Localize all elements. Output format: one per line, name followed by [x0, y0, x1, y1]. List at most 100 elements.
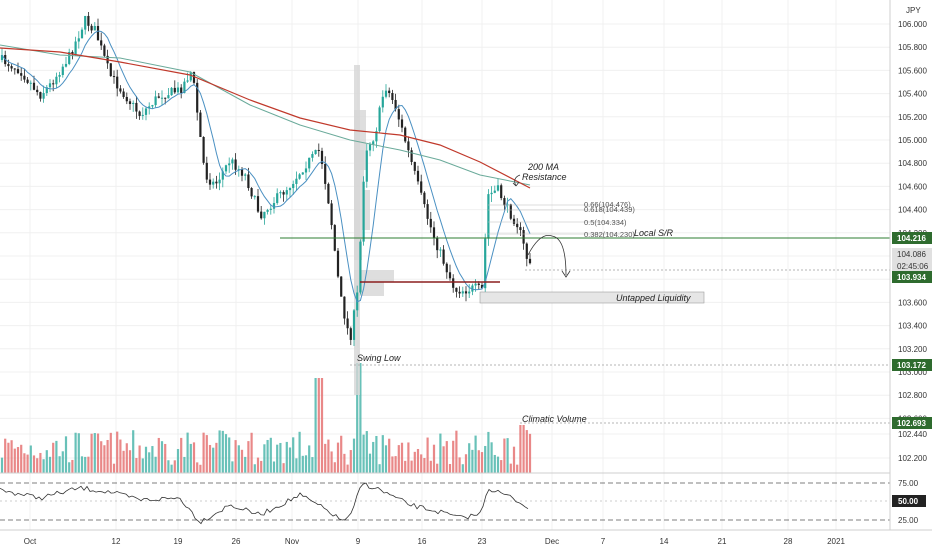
candle-body [282, 192, 285, 195]
x-tick-label: 26 [232, 537, 241, 546]
candle-body [87, 15, 90, 26]
untapped-liquidity-box [479, 291, 705, 304]
volume-bar [298, 431, 301, 473]
candle-body [375, 131, 378, 142]
x-tick-label: Oct [24, 537, 37, 546]
volume-bar [391, 456, 394, 473]
volume-bar [394, 456, 397, 473]
candle-body [55, 76, 58, 85]
candle-body [80, 29, 84, 39]
volume-profile-block [354, 270, 394, 282]
volume-bar [333, 462, 336, 473]
volume-bar [445, 441, 448, 473]
candle-body [458, 291, 461, 294]
volume-bar [372, 441, 375, 473]
candle-body [362, 181, 365, 242]
candle-body [429, 218, 432, 228]
volume-bar [228, 437, 231, 473]
volume-bar [317, 378, 320, 473]
y-tick-label: 105.200 [898, 113, 927, 122]
price-label-bg [892, 260, 932, 272]
volume-bar [272, 461, 276, 473]
volume-bar [493, 454, 496, 473]
volume-bar [324, 443, 327, 473]
candle-body [426, 204, 429, 219]
volume-bar [288, 447, 292, 473]
volume-bar [199, 464, 202, 473]
candle-body [304, 168, 308, 173]
volume-bar [349, 450, 352, 473]
candle-body [420, 181, 423, 193]
candle-body [400, 119, 404, 128]
candle-body [320, 150, 324, 165]
volume-bar [160, 441, 164, 473]
x-tick-label: 12 [112, 537, 121, 546]
volume-profile-block [354, 282, 384, 296]
candle-body [263, 211, 266, 219]
price-label: 102.693 [897, 419, 926, 428]
fib-label-3: 0.382(104.230) [584, 230, 635, 239]
volume-bar [71, 459, 74, 473]
candle-body [423, 192, 426, 205]
candle-body [352, 310, 356, 340]
fib-retracement [488, 204, 620, 235]
volume-bar [442, 446, 445, 473]
volume-bar [487, 431, 490, 473]
price-label-bg [892, 248, 932, 260]
y-tick-label: 106.000 [898, 20, 927, 29]
x-tick-label: Dec [545, 537, 559, 546]
y-tick-label: 105.000 [898, 136, 927, 145]
candle-body [218, 179, 221, 184]
volume-bar [378, 464, 381, 473]
candle-body [528, 258, 532, 264]
volume-bar [116, 431, 119, 473]
x-tick-label: Nov [285, 537, 299, 546]
volume-bar [480, 452, 484, 473]
volume-bar [384, 445, 388, 473]
volume-bar [413, 451, 416, 473]
volume-bar [285, 441, 288, 473]
volume-bar [138, 445, 141, 473]
candle-body [308, 157, 311, 169]
x-tick-label: 7 [601, 537, 606, 546]
candle-body [461, 291, 464, 294]
volume-bar [496, 456, 500, 473]
volume-bar [340, 435, 343, 473]
candle-body [519, 227, 522, 231]
volume-bar [32, 455, 36, 473]
volume-bar [173, 460, 176, 473]
volume-bar [39, 452, 42, 473]
x-tick-label: 28 [784, 537, 793, 546]
rsi-axis-ticks: 75.00 50.00 25.00 [892, 479, 926, 525]
time-axis-ticks[interactable]: Oct 12 19 26 Nov 9 16 23 Dec 7 14 21 28 2021 [24, 537, 846, 546]
volume-bar [256, 457, 260, 473]
candle-body [247, 174, 250, 189]
volume-bars [0, 363, 532, 473]
volume-bar [23, 453, 26, 473]
volume-bar [279, 442, 282, 473]
candlesticks [0, 12, 532, 346]
candle-body [205, 162, 208, 180]
volume-bar [125, 443, 128, 473]
volume-bar [269, 437, 272, 473]
candle-body [84, 15, 87, 30]
candle-body [42, 93, 45, 99]
candle-body [208, 179, 212, 185]
candle-body [20, 73, 23, 76]
candle-body [74, 41, 77, 55]
candle-body [509, 204, 512, 219]
candle-body [103, 45, 106, 56]
volume-bar [164, 443, 167, 473]
candle-body [189, 72, 192, 81]
candle-body [148, 106, 151, 109]
candle-body [266, 209, 269, 212]
volume-bar [420, 454, 423, 473]
candle-body [39, 92, 42, 99]
volume-bar [282, 463, 285, 473]
volume-bar [400, 442, 404, 473]
y-tick-label: 102.200 [898, 454, 927, 463]
candle-body [228, 163, 231, 166]
volume-bar [301, 455, 304, 473]
